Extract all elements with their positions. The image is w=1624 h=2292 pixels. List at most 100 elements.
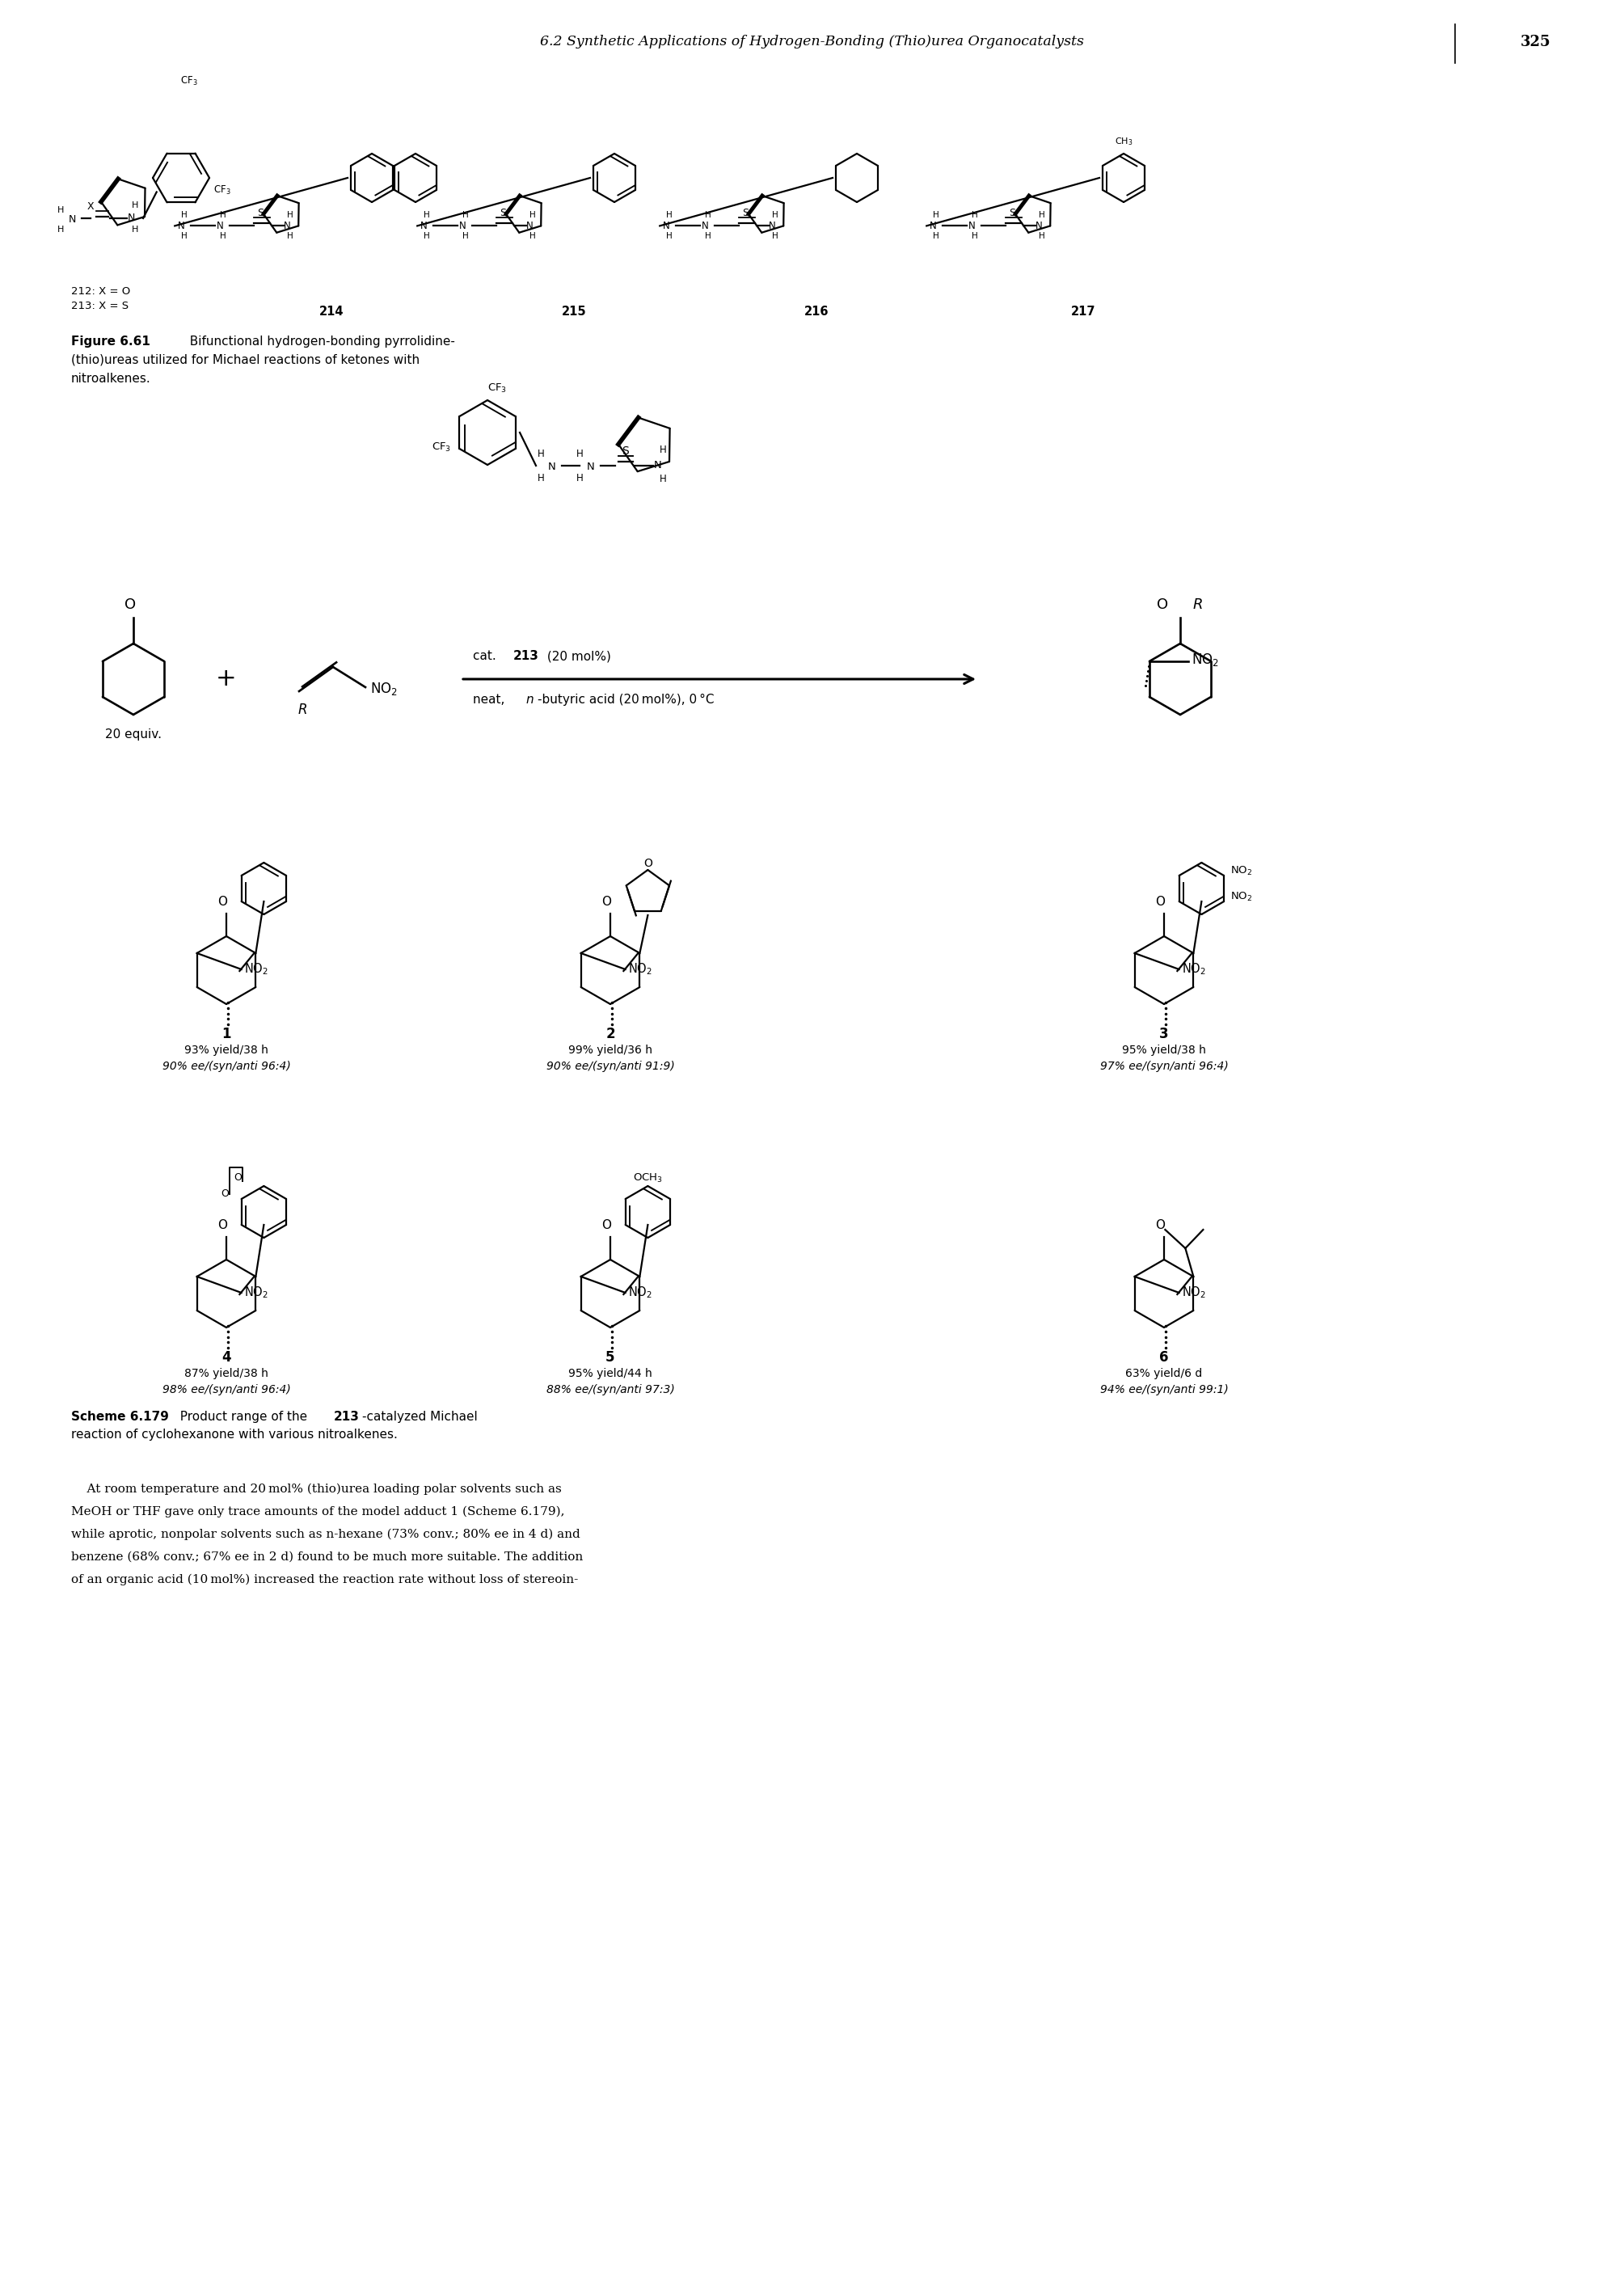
Text: 5: 5 (606, 1350, 615, 1364)
Text: H: H (529, 231, 536, 241)
Text: while aprotic, nonpolar solvents such as n-hexane (73% conv.; 80% ee in 4 d) and: while aprotic, nonpolar solvents such as… (71, 1529, 580, 1540)
Text: (thio)ureas utilized for Michael reactions of ketones with: (thio)ureas utilized for Michael reactio… (71, 353, 419, 367)
Text: O: O (1156, 598, 1168, 612)
Text: H: H (132, 202, 138, 209)
Text: H: H (666, 211, 672, 220)
Text: 6: 6 (1160, 1350, 1169, 1364)
Text: O: O (601, 1219, 611, 1231)
Text: H: H (132, 225, 138, 234)
Text: 98% ee/(syn/anti 96:4): 98% ee/(syn/anti 96:4) (162, 1384, 291, 1396)
Text: N: N (768, 220, 775, 231)
Text: Scheme 6.179: Scheme 6.179 (71, 1412, 169, 1423)
Text: H: H (424, 211, 430, 220)
Text: H: H (529, 211, 536, 220)
Text: H: H (287, 211, 294, 220)
Text: -catalyzed Michael: -catalyzed Michael (362, 1412, 477, 1423)
Text: 95% yield/38 h: 95% yield/38 h (1122, 1045, 1207, 1057)
Text: N: N (653, 461, 661, 470)
Text: N: N (968, 220, 974, 231)
Text: O: O (1155, 1219, 1164, 1231)
Text: R: R (1194, 598, 1203, 612)
Text: 90% ee/(syn/anti 91:9): 90% ee/(syn/anti 91:9) (546, 1061, 674, 1073)
Text: CF$_3$: CF$_3$ (432, 440, 451, 454)
Text: reaction of cyclohexanone with various nitroalkenes.: reaction of cyclohexanone with various n… (71, 1428, 398, 1442)
Text: 93% yield/38 h: 93% yield/38 h (185, 1045, 268, 1057)
Text: 213: 213 (513, 651, 539, 662)
Text: N: N (929, 220, 937, 231)
Text: 6.2 Synthetic Applications of Hydrogen-Bonding (Thio)urea Organocatalysts: 6.2 Synthetic Applications of Hydrogen-B… (539, 34, 1083, 48)
Text: +: + (216, 667, 237, 690)
Text: O: O (218, 896, 227, 908)
Text: Bifunctional hydrogen-bonding pyrrolidine-: Bifunctional hydrogen-bonding pyrrolidin… (182, 335, 455, 348)
Text: O: O (643, 857, 653, 869)
Text: 1: 1 (222, 1027, 231, 1041)
Text: N: N (127, 213, 135, 225)
Text: N: N (68, 215, 76, 225)
Text: X: X (88, 202, 94, 213)
Text: H: H (666, 231, 672, 241)
Text: H: H (287, 231, 294, 241)
Text: H: H (463, 211, 469, 220)
Text: 214: 214 (318, 305, 344, 316)
Text: -butyric acid (20 mol%), 0 °C: -butyric acid (20 mol%), 0 °C (538, 692, 715, 706)
Text: H: H (221, 211, 226, 220)
Text: At room temperature and 20 mol% (thio)urea loading polar solvents such as: At room temperature and 20 mol% (thio)ur… (71, 1483, 562, 1494)
Text: 3: 3 (1160, 1027, 1169, 1041)
Text: N: N (421, 220, 427, 231)
Text: H: H (182, 231, 188, 241)
Text: NO$_2$: NO$_2$ (1231, 892, 1252, 903)
Text: 216: 216 (804, 305, 828, 316)
Text: NO$_2$: NO$_2$ (1192, 651, 1220, 667)
Text: 63% yield/6 d: 63% yield/6 d (1125, 1368, 1202, 1380)
Text: H: H (971, 231, 978, 241)
Text: N: N (526, 220, 533, 231)
Text: H: H (1039, 231, 1046, 241)
Text: 2: 2 (606, 1027, 615, 1041)
Text: H: H (577, 474, 583, 484)
Text: nitroalkenes.: nitroalkenes. (71, 374, 151, 385)
Text: NO$_2$: NO$_2$ (244, 1286, 268, 1300)
Text: n: n (526, 692, 533, 706)
Text: NO$_2$: NO$_2$ (628, 963, 653, 976)
Text: H: H (463, 231, 469, 241)
Text: 4: 4 (221, 1350, 231, 1364)
Text: H: H (221, 231, 226, 241)
Text: CH$_3$: CH$_3$ (1114, 135, 1132, 147)
Text: 95% yield/44 h: 95% yield/44 h (568, 1368, 653, 1380)
Text: 325: 325 (1520, 34, 1551, 50)
Text: N: N (1034, 220, 1043, 231)
Text: 99% yield/36 h: 99% yield/36 h (568, 1045, 653, 1057)
Text: R: R (297, 704, 307, 717)
Text: 20 equiv.: 20 equiv. (106, 729, 162, 740)
Text: H: H (971, 211, 978, 220)
Text: OCH$_3$: OCH$_3$ (633, 1171, 663, 1185)
Text: 213: X = S: 213: X = S (71, 300, 128, 312)
Text: S: S (742, 209, 749, 218)
Text: H: H (934, 231, 939, 241)
Text: H: H (705, 211, 711, 220)
Text: O: O (1155, 896, 1164, 908)
Text: S: S (257, 209, 263, 218)
Text: N: N (283, 220, 291, 231)
Text: NO$_2$: NO$_2$ (370, 681, 398, 697)
Text: 90% ee/(syn/anti 96:4): 90% ee/(syn/anti 96:4) (162, 1061, 291, 1073)
Text: NO$_2$: NO$_2$ (1182, 963, 1205, 976)
Text: H: H (182, 211, 188, 220)
Text: N: N (177, 220, 185, 231)
Text: 87% yield/38 h: 87% yield/38 h (185, 1368, 268, 1380)
Text: cat.: cat. (473, 651, 500, 662)
Text: S: S (622, 445, 628, 456)
Text: 217: 217 (1070, 305, 1096, 316)
Text: CF$_3$: CF$_3$ (487, 383, 507, 394)
Text: 94% ee/(syn/anti 99:1): 94% ee/(syn/anti 99:1) (1099, 1384, 1228, 1396)
Text: O: O (601, 896, 611, 908)
Text: CF$_3$: CF$_3$ (180, 76, 198, 87)
Text: CF$_3$: CF$_3$ (213, 183, 231, 197)
Text: NO$_2$: NO$_2$ (628, 1286, 653, 1300)
Text: H: H (57, 225, 63, 234)
Text: N: N (663, 220, 669, 231)
Text: 213: 213 (335, 1412, 359, 1423)
Text: N: N (586, 463, 594, 472)
Text: S: S (500, 209, 507, 218)
Text: O: O (125, 598, 136, 612)
